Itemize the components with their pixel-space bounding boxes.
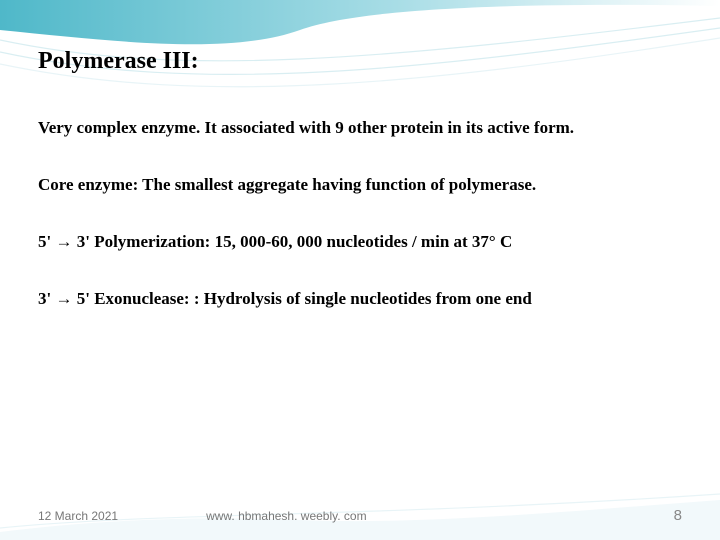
body-line-3: 5' → 3' Polymerization: 15, 000-60, 000 … (38, 231, 682, 254)
body-line-4: 3' → 5' Exonuclease: : Hydrolysis of sin… (38, 288, 682, 311)
body-line-2: Core enzyme: The smallest aggregate havi… (38, 174, 682, 197)
footer-page-number: 8 (674, 507, 682, 524)
footer-url: www. hbmahesh. weebly. com (206, 509, 674, 523)
footer-date: 12 March 2021 (38, 509, 118, 523)
body-line-1: Very complex enzyme. It associated with … (38, 117, 682, 140)
slide-footer: 12 March 2021 www. hbmahesh. weebly. com… (0, 507, 720, 524)
slide-title: Polymerase III: (38, 48, 682, 75)
slide-content: Polymerase III: Very complex enzyme. It … (0, 0, 720, 311)
